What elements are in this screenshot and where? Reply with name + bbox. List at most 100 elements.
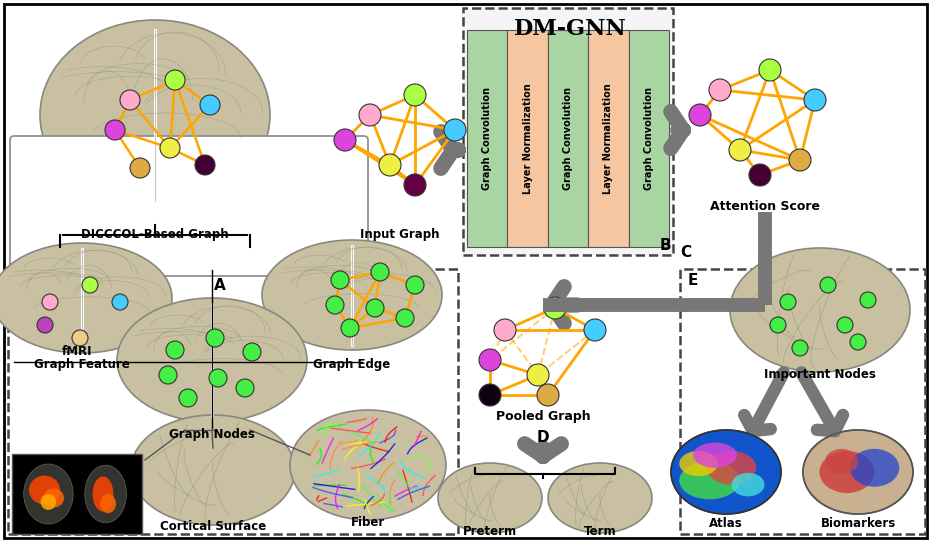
Bar [588, 30, 628, 247]
Circle shape [159, 366, 177, 384]
Circle shape [396, 309, 414, 327]
Text: Graph Nodes: Graph Nodes [169, 428, 255, 441]
Bar [547, 30, 588, 247]
Circle shape [770, 317, 786, 333]
Text: DICCCOL-Based Graph: DICCCOL-Based Graph [81, 228, 229, 241]
Circle shape [850, 334, 866, 350]
Text: E: E [688, 273, 698, 288]
Text: Graph Convolution: Graph Convolution [644, 87, 654, 190]
Circle shape [749, 164, 771, 186]
Text: Cortical Surface: Cortical Surface [160, 520, 266, 533]
Bar [467, 30, 507, 247]
Text: DM-GNN: DM-GNN [514, 18, 627, 40]
Ellipse shape [29, 475, 61, 505]
Text: Important Nodes: Important Nodes [764, 368, 876, 381]
Circle shape [331, 271, 349, 289]
Circle shape [166, 341, 184, 359]
Circle shape [243, 343, 261, 361]
Circle shape [120, 90, 140, 110]
Circle shape [206, 329, 224, 347]
Circle shape [379, 154, 401, 176]
Text: Biomarkers: Biomarkers [820, 517, 896, 530]
Circle shape [42, 294, 58, 310]
Circle shape [494, 319, 516, 341]
Bar [463, 8, 673, 255]
Text: Graph Edge: Graph Edge [314, 358, 391, 371]
Ellipse shape [40, 20, 270, 210]
Ellipse shape [131, 415, 295, 525]
Text: Layer Normalization: Layer Normalization [603, 83, 614, 194]
Circle shape [165, 70, 185, 90]
Text: Pooled Graph: Pooled Graph [495, 410, 590, 423]
Bar [680, 269, 925, 534]
Circle shape [37, 317, 53, 333]
Ellipse shape [803, 430, 913, 514]
Circle shape [334, 129, 356, 151]
Text: Fiber: Fiber [351, 516, 385, 529]
FancyBboxPatch shape [10, 136, 368, 276]
Circle shape [804, 89, 826, 111]
Circle shape [200, 95, 220, 115]
Circle shape [837, 317, 853, 333]
Ellipse shape [819, 451, 874, 493]
Text: C: C [680, 245, 691, 260]
Text: Atlas: Atlas [709, 517, 743, 530]
Text: A: A [214, 278, 226, 293]
Text: D: D [536, 430, 549, 445]
Circle shape [479, 384, 501, 406]
Ellipse shape [680, 461, 740, 499]
Text: Graph Convolution: Graph Convolution [563, 87, 573, 190]
Circle shape [544, 297, 566, 319]
Text: Layer Normalization: Layer Normalization [522, 83, 533, 194]
Ellipse shape [680, 451, 718, 476]
Text: B: B [659, 238, 671, 253]
Circle shape [406, 276, 424, 294]
Circle shape [709, 79, 731, 101]
Circle shape [326, 296, 344, 314]
Circle shape [112, 294, 128, 310]
Text: Term: Term [584, 525, 616, 538]
Circle shape [479, 349, 501, 371]
Text: Graph Feature: Graph Feature [34, 358, 130, 371]
Circle shape [105, 120, 125, 140]
Circle shape [404, 84, 426, 106]
Circle shape [789, 149, 811, 171]
Text: Graph Convolution: Graph Convolution [482, 87, 492, 190]
Text: Input Graph: Input Graph [360, 228, 439, 241]
Ellipse shape [41, 494, 56, 510]
Bar [507, 30, 547, 247]
Circle shape [820, 277, 836, 293]
Ellipse shape [101, 494, 116, 513]
Ellipse shape [850, 449, 899, 487]
Bar [8, 269, 458, 534]
Circle shape [527, 364, 549, 386]
Circle shape [236, 379, 254, 397]
Circle shape [792, 340, 808, 356]
Ellipse shape [0, 243, 172, 353]
Ellipse shape [693, 443, 737, 468]
Circle shape [404, 174, 426, 196]
Ellipse shape [730, 248, 910, 372]
Text: Attention Score: Attention Score [710, 200, 820, 213]
Ellipse shape [262, 240, 442, 350]
Circle shape [759, 59, 781, 81]
Circle shape [537, 384, 559, 406]
Circle shape [195, 155, 215, 175]
Circle shape [371, 263, 389, 281]
Circle shape [729, 139, 751, 161]
Text: fMRI: fMRI [61, 345, 92, 358]
Bar [628, 30, 669, 247]
Circle shape [82, 277, 98, 293]
Ellipse shape [117, 298, 307, 422]
Circle shape [780, 294, 796, 310]
Ellipse shape [438, 463, 542, 533]
Ellipse shape [548, 463, 652, 533]
Circle shape [160, 138, 180, 158]
Circle shape [72, 330, 88, 346]
Ellipse shape [825, 449, 858, 474]
Ellipse shape [85, 465, 127, 523]
Circle shape [130, 158, 150, 178]
Circle shape [341, 319, 359, 337]
Circle shape [860, 292, 876, 308]
Circle shape [359, 104, 381, 126]
